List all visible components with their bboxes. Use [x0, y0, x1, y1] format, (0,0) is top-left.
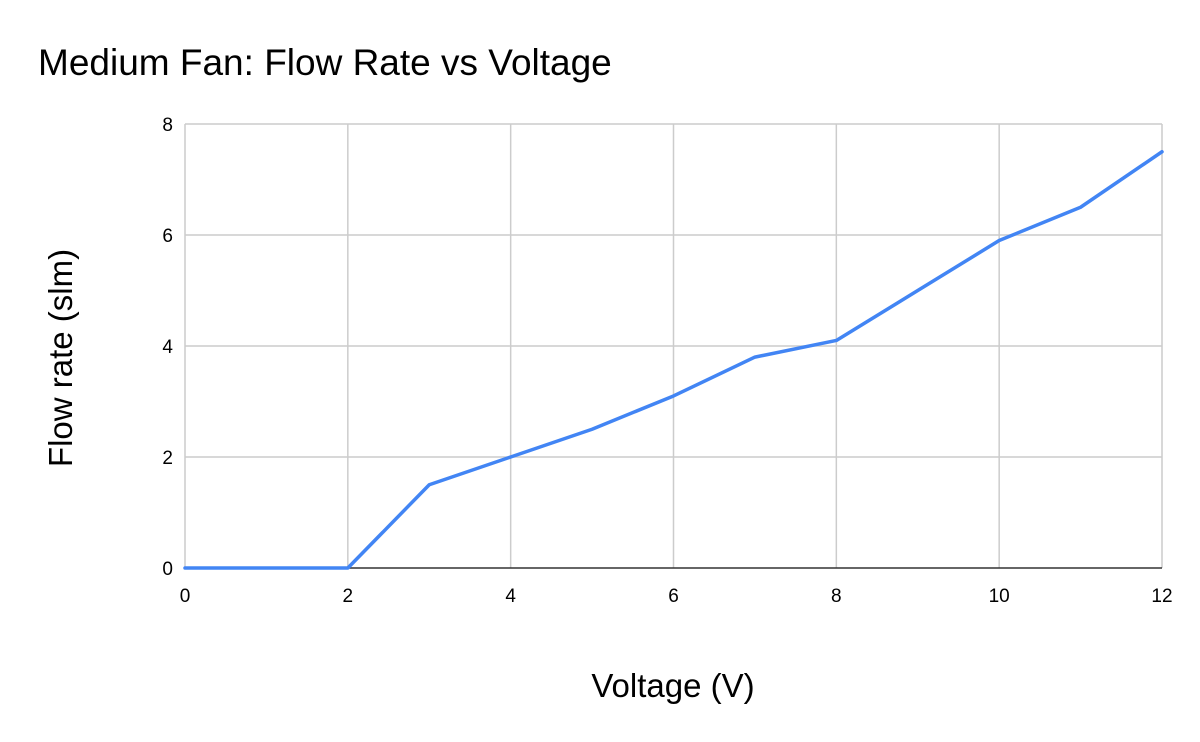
- y-tick-label: 6: [162, 226, 173, 247]
- x-tick-label: 0: [180, 586, 191, 607]
- x-tick-label: 6: [668, 586, 679, 607]
- x-tick-label: 4: [505, 586, 516, 607]
- y-tick-label: 0: [162, 559, 173, 580]
- x-tick-label: 12: [1151, 586, 1172, 607]
- chart-title: Medium Fan: Flow Rate vs Voltage: [38, 42, 612, 83]
- series-layer: [183, 150, 1164, 570]
- grid: [184, 123, 1163, 569]
- x-tick-label: 2: [343, 586, 354, 607]
- x-tick-label: 10: [989, 586, 1010, 607]
- x-axis-label: Voltage (V): [591, 667, 754, 704]
- series-line: [183, 150, 1164, 570]
- y-tick-label: 8: [162, 115, 173, 136]
- x-tick-label: 8: [831, 586, 842, 607]
- y-tick-label: 4: [162, 337, 173, 358]
- y-axis-label: Flow rate (slm): [42, 249, 79, 467]
- axes: 0 2 4 6 8 10 12 0 2 4 6 8: [162, 115, 1172, 607]
- y-tick-label: 2: [162, 448, 173, 469]
